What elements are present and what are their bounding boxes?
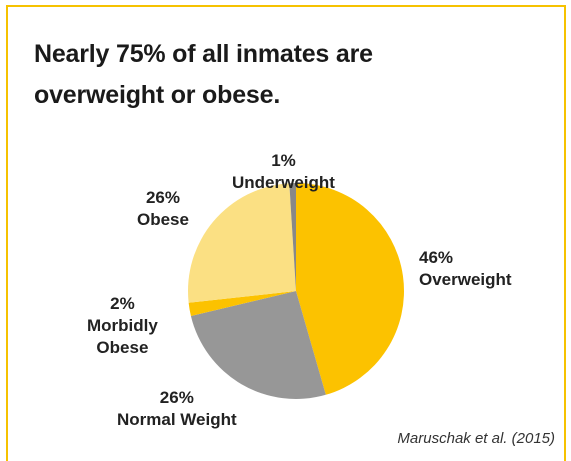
label-overweight-pct: 46% [419,248,454,267]
card-border-left [6,5,8,461]
label-morbidly-obese-name-1: Morbidly [87,316,158,335]
pie-slice-obese [187,183,296,303]
pie-slice-morbidly-obese [188,291,296,316]
label-normal-weight: 26% Normal Weight [117,387,237,431]
chart-title-line-1: Nearly 75% of all inmates are [34,40,373,68]
label-underweight: 1% Underweight [232,150,335,194]
pie-slice-underweight [289,183,296,291]
label-normal-weight-name: Normal Weight [117,410,237,429]
label-obese-name: Obese [137,210,189,229]
pie-slice-normal-weight [190,291,326,399]
label-underweight-name: Underweight [232,173,335,192]
label-obese-pct: 26% [145,188,180,207]
label-obese: 26% Obese [137,187,189,231]
label-overweight-name: Overweight [419,270,512,289]
label-normal-weight-pct: 26% [159,388,194,407]
source-citation: Maruschak et al. (2015) [397,430,555,447]
label-morbidly-obese-pct: 2% [110,294,135,313]
card-border-top [6,5,566,7]
label-overweight: 46% Overweight [419,247,512,291]
label-morbidly-obese: 2% Morbidly Obese [87,293,158,359]
card-border-right [564,5,566,461]
label-morbidly-obese-name-2: Obese [96,338,149,357]
pie-slice-overweight [296,183,404,395]
chart-title: Nearly 75% of all inmates are overweight… [34,34,534,116]
label-underweight-pct: 1% [271,151,296,170]
chart-title-line-2: overweight or obese. [34,81,281,109]
